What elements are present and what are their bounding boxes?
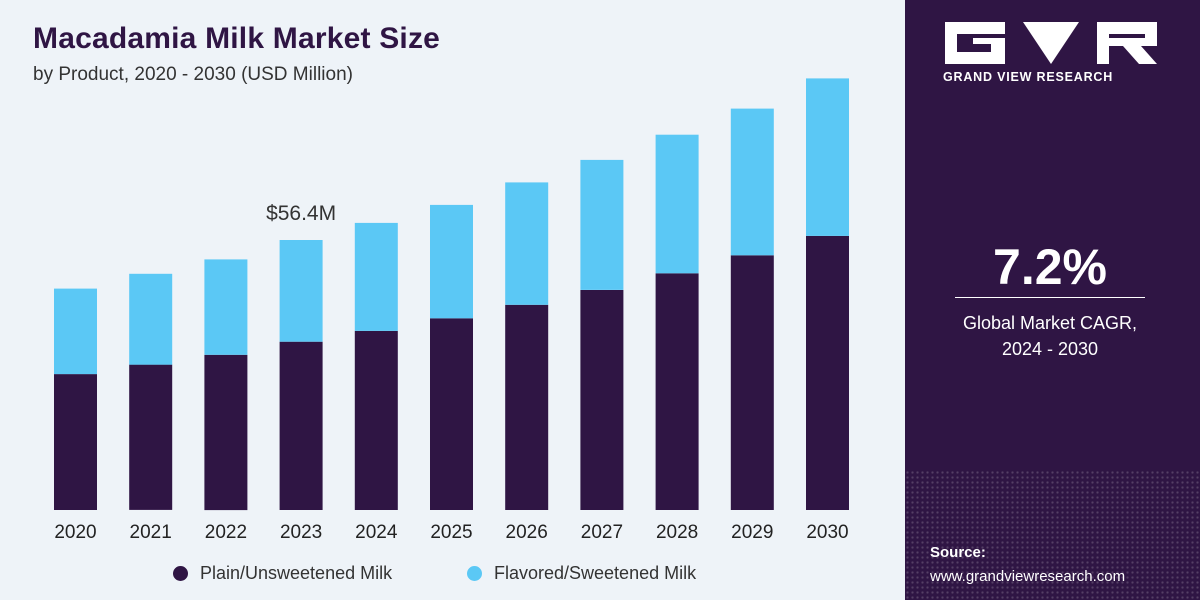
- data-label-2023: $56.4M: [266, 202, 336, 225]
- cagr-label: Global Market CAGR, 2024 - 2030: [940, 310, 1160, 362]
- x-tick-label-2021: 2021: [130, 522, 172, 543]
- x-tick-label-2022: 2022: [205, 522, 247, 543]
- bar-plain-2023: [279, 341, 323, 510]
- bar-flavored-2030: [806, 78, 849, 236]
- bars-layer: [54, 78, 849, 511]
- bar-flavored-2026: [505, 182, 549, 305]
- bar-flavored-2022: [204, 259, 248, 355]
- legend-swatch-flavored: [467, 566, 482, 581]
- legend-item-plain: Plain/Unsweetened Milk: [173, 563, 392, 584]
- cagr-value: 7.2%: [993, 239, 1107, 295]
- x-tick-label-2023: 2023: [280, 522, 322, 543]
- bar-flavored-2020: [54, 288, 97, 375]
- bar-flavored-2027: [580, 159, 624, 290]
- bar-plain-2028: [655, 273, 699, 510]
- bar-flavored-2029: [730, 108, 774, 256]
- bar-plain-2026: [505, 304, 549, 510]
- bar-plain-2025: [430, 318, 473, 510]
- bar-plain-2021: [129, 364, 173, 510]
- legend-label-plain: Plain/Unsweetened Milk: [200, 563, 393, 583]
- chart-title: Macadamia Milk Market Size: [33, 22, 441, 55]
- bar-flavored-2028: [655, 134, 699, 274]
- cagr-label-line2: 2024 - 2030: [1001, 339, 1099, 359]
- bar-plain-2022: [204, 354, 248, 511]
- legend-label-flavored: Flavored/Sweetened Milk: [494, 563, 697, 583]
- chart-panel: Macadamia Milk Market Size by Product, 2…: [0, 0, 905, 600]
- dot-pattern: [905, 470, 1200, 600]
- x-tick-label-2026: 2026: [506, 522, 548, 543]
- source-link[interactable]: www.grandviewresearch.com: [930, 568, 1126, 585]
- summary-panel: [905, 0, 1200, 600]
- x-tick-label-2027: 2027: [581, 522, 623, 543]
- bar-chart: 2020 2021 2022 2023 2024 2025 2026 2027 2028 2029…: [54, 78, 849, 543]
- x-tick-label-2024: 2024: [355, 522, 398, 543]
- labels-layer: 2020 2021 2022 2023 2024 2025 2026 2027 2028 2029…: [54, 202, 848, 543]
- bar-flavored-2024: [354, 222, 398, 331]
- bar-plain-2020: [54, 374, 97, 510]
- bar-plain-2027: [580, 290, 624, 510]
- x-tick-label-2025: 2025: [430, 522, 472, 543]
- brand-name: GRAND VIEW RESEARCH: [943, 70, 1114, 84]
- bar-flavored-2021: [129, 273, 173, 365]
- source-label: Source:: [930, 544, 986, 561]
- bar-plain-2029: [730, 255, 774, 510]
- brand-logo: [945, 22, 1157, 64]
- bar-plain-2030: [806, 235, 849, 510]
- x-tick-label-2029: 2029: [731, 522, 773, 543]
- bar-flavored-2025: [430, 204, 473, 319]
- x-tick-label-2028: 2028: [656, 522, 698, 543]
- bar-flavored-2023: [279, 240, 323, 342]
- legend-item-flavored: Flavored/Sweetened Milk: [467, 563, 696, 584]
- bar-plain-2024: [354, 330, 398, 510]
- cagr-label-line1: Global Market CAGR,: [962, 313, 1138, 333]
- chart-subtitle: by Product, 2020 - 2030 (USD Million): [33, 64, 353, 85]
- legend-swatch-plain: [173, 566, 188, 581]
- x-tick-label-2020: 2020: [54, 522, 96, 543]
- x-tick-label-2030: 2030: [806, 522, 848, 543]
- cagr-divider: [955, 297, 1145, 298]
